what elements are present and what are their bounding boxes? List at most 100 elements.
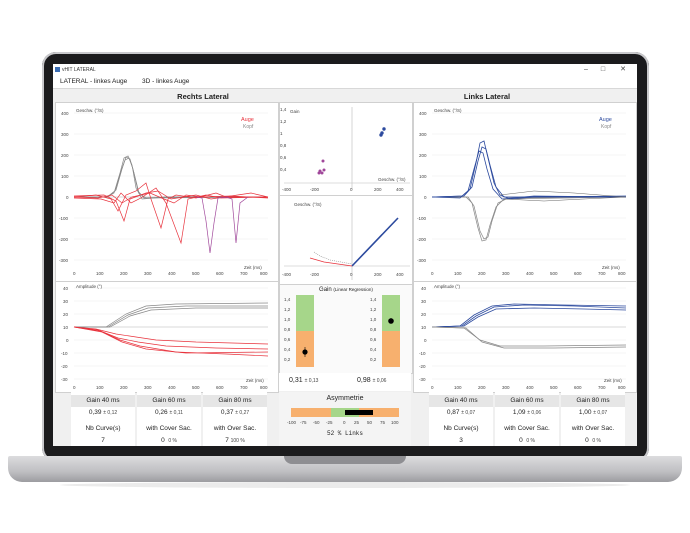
svg-text:30: 30 <box>63 299 69 304</box>
svg-text:100: 100 <box>96 271 104 276</box>
svg-text:1,2: 1,2 <box>284 307 291 312</box>
svg-text:800: 800 <box>260 385 268 390</box>
left-gain40-cell: Gain 40 ms 0,39 ± 0,12 <box>71 392 135 420</box>
left-gain80-sd: ± 0,27 <box>235 410 250 416</box>
right-panel-title: Links Lateral <box>463 92 511 101</box>
left-cover-sac-label: with Cover Sac. <box>137 423 201 435</box>
right-velocity-axis-label: Geschw. (°/S) <box>434 108 462 113</box>
left-amplitude-plot: Amplitude (°) Zeit (ms) 40 30 20 10 0 -10 -20-… <box>55 281 279 393</box>
right-regression-gain: 0,98 <box>357 377 371 384</box>
left-gain40-label: Gain 40 ms <box>71 395 135 407</box>
svg-text:40: 40 <box>421 286 427 291</box>
right-over-sac-label: with Over Sac. <box>561 423 625 435</box>
svg-text:200: 200 <box>478 271 486 276</box>
svg-text:-20: -20 <box>419 364 426 369</box>
left-amplitude-axis-label: Amplitude (°) <box>76 284 103 289</box>
asymmetry-title: Asymmetrie <box>326 395 364 402</box>
right-cover-sac-count: 0 <box>519 437 523 444</box>
svg-text:40: 40 <box>63 286 69 291</box>
svg-text:-30: -30 <box>61 377 68 382</box>
svg-text:600: 600 <box>216 271 224 276</box>
svg-text:700: 700 <box>240 271 248 276</box>
svg-text:1,2: 1,2 <box>370 307 377 312</box>
asymmetry-value: 52 % Links <box>326 430 363 437</box>
svg-text:-300: -300 <box>417 258 427 263</box>
svg-text:-20: -20 <box>61 364 68 369</box>
right-gain40-label: Gain 40 ms <box>429 395 493 407</box>
right-cover-sac-pct: 0 % <box>526 438 535 444</box>
left-nb-curves-value: 7 <box>101 437 105 444</box>
svg-text:-30: -30 <box>419 377 426 382</box>
scatter-speed-label: Geschw. (°/S) <box>378 177 406 182</box>
svg-text:1: 1 <box>280 131 283 136</box>
left-gain60-value: 0,26 <box>155 409 168 416</box>
svg-text:500: 500 <box>550 385 558 390</box>
svg-text:800: 800 <box>260 271 268 276</box>
gain-regression-panel: Gain (Linear Regression) 1,4 1,2 1,0 0,8 0,6… <box>279 284 413 374</box>
svg-text:700: 700 <box>240 385 248 390</box>
svg-text:0,2: 0,2 <box>284 357 291 362</box>
svg-text:-100: -100 <box>417 216 427 221</box>
right-gain60-label: Gain 60 ms <box>495 395 559 407</box>
menu-3d-left-eye[interactable]: 3D - linkes Auge <box>142 78 190 85</box>
right-gain60-cell: Gain 60 ms 1,09 ± 0,06 <box>495 392 559 420</box>
svg-text:0: 0 <box>350 272 353 277</box>
svg-text:800: 800 <box>618 271 626 276</box>
svg-text:-200: -200 <box>310 187 320 192</box>
svg-text:800: 800 <box>618 385 626 390</box>
regression-speed-label: Geschw. (°/S) <box>294 202 322 207</box>
svg-text:1,0: 1,0 <box>284 317 291 322</box>
left-gain-marker <box>302 349 308 355</box>
svg-text:0,4: 0,4 <box>370 347 377 352</box>
menu-lateral-left-eye[interactable]: LATERAL - linkes Auge <box>60 78 128 85</box>
svg-text:100: 100 <box>391 420 399 425</box>
svg-text:-200: -200 <box>417 237 427 242</box>
svg-text:0: 0 <box>73 385 76 390</box>
svg-text:1,4: 1,4 <box>370 297 377 302</box>
right-over-sac-pct: 0 % <box>592 438 601 444</box>
right-gain-low-zone <box>382 331 400 367</box>
svg-text:-400: -400 <box>282 187 292 192</box>
asymmetry-marker <box>345 410 373 415</box>
left-over-sac-cell: with Over Sac. 7 100 % <box>203 420 267 446</box>
svg-text:200: 200 <box>120 385 128 390</box>
svg-text:200: 200 <box>374 272 382 277</box>
svg-text:200: 200 <box>478 385 486 390</box>
svg-text:-400: -400 <box>282 272 292 277</box>
left-panel-title: Rechts Lateral <box>177 92 229 101</box>
svg-text:300: 300 <box>502 385 510 390</box>
left-gain60-cell: Gain 60 ms 0,26 ± 0,11 <box>137 392 201 420</box>
left-over-sac-count: 7 <box>225 437 229 444</box>
svg-text:0,2: 0,2 <box>370 357 377 362</box>
svg-text:700: 700 <box>598 385 606 390</box>
left-gain40-sd: ± 0,12 <box>103 410 118 416</box>
maximize-button[interactable]: □ <box>600 66 606 73</box>
close-button[interactable]: ✕ <box>620 66 626 73</box>
svg-text:400: 400 <box>526 271 534 276</box>
left-gain60-sd: ± 0,11 <box>169 410 183 416</box>
right-amplitude-axis-label: Amplitude (°) <box>434 284 461 289</box>
left-amplitude-time-label: Zeit (ms) <box>246 378 264 383</box>
svg-text:300: 300 <box>144 385 152 390</box>
left-gain80-value: 0,37 <box>220 409 234 416</box>
right-amplitude-plot: Amplitude (°) Zeit (ms) 40 30 20 10 0 -10 -20-… <box>413 281 637 393</box>
svg-text:20: 20 <box>421 312 427 317</box>
svg-text:200: 200 <box>419 153 427 158</box>
left-gain80-cell: Gain 80 ms 0,37 ± 0,27 <box>203 392 267 420</box>
svg-text:200: 200 <box>61 153 69 158</box>
left-cover-sac-count: 0 <box>161 437 165 444</box>
svg-text:500: 500 <box>192 385 200 390</box>
svg-text:0,6: 0,6 <box>280 155 287 160</box>
svg-text:400: 400 <box>396 272 404 277</box>
right-gain40-sd: ± 0,07 <box>461 410 476 416</box>
svg-text:400: 400 <box>61 111 69 116</box>
svg-text:0,8: 0,8 <box>370 327 377 332</box>
svg-text:-75: -75 <box>300 420 307 425</box>
right-gain-ok-zone <box>382 295 400 331</box>
svg-text:20: 20 <box>63 312 69 317</box>
minimize-button[interactable]: – <box>584 66 588 73</box>
svg-text:0,4: 0,4 <box>280 167 287 172</box>
svg-text:1,2: 1,2 <box>280 119 287 124</box>
right-gain60-value: 1,09 <box>512 409 526 416</box>
svg-text:300: 300 <box>502 271 510 276</box>
